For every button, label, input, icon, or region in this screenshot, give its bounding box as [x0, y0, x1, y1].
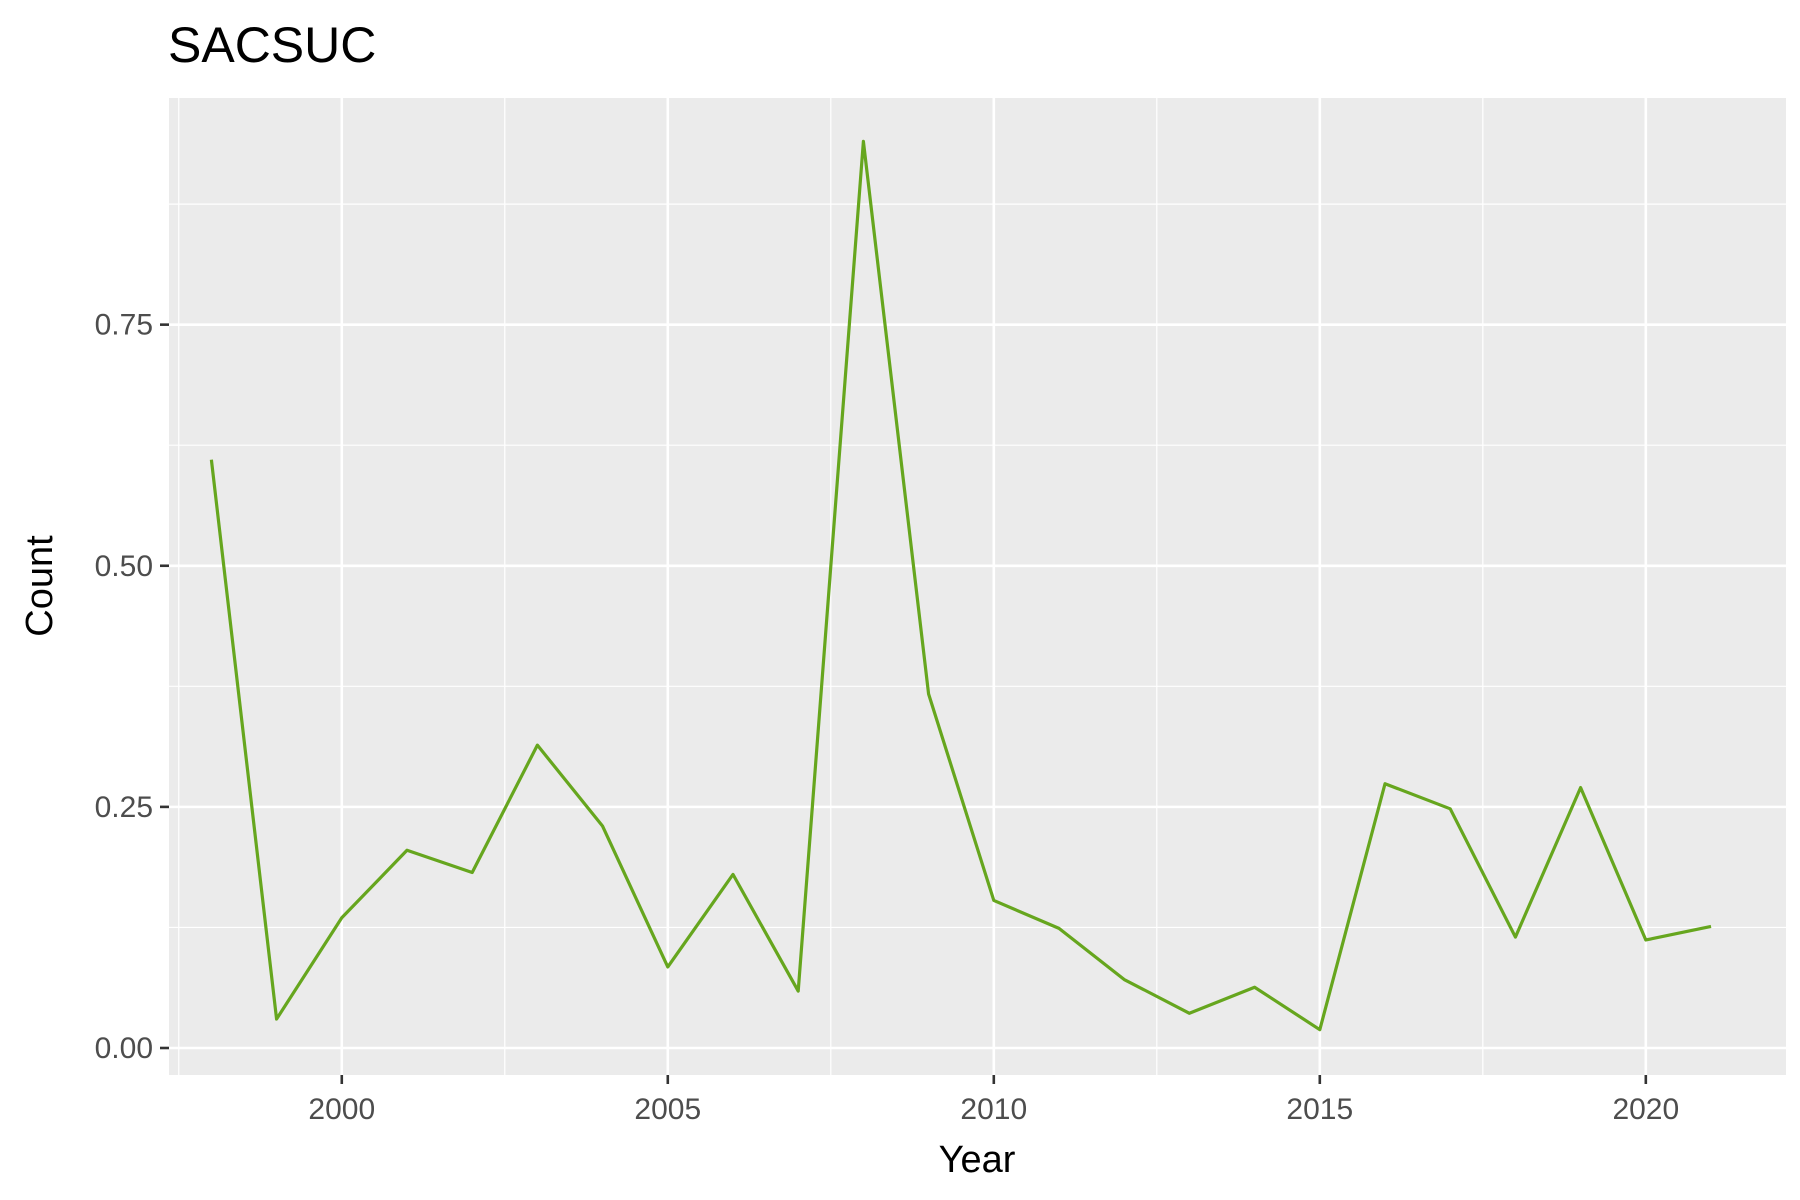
y-axis: 0.00 0.25 0.50 0.75	[95, 309, 169, 1065]
y-tick-label: 0.25	[95, 791, 153, 824]
y-tick-label: 0.75	[95, 309, 153, 342]
x-tick-label: 2005	[634, 1093, 701, 1126]
x-tick-label: 2020	[1612, 1093, 1679, 1126]
chart-title: SACSUC	[168, 17, 376, 73]
x-tick-label: 2010	[960, 1093, 1027, 1126]
x-tick-label: 2015	[1286, 1093, 1353, 1126]
major-gridlines	[169, 98, 1786, 1075]
y-axis-title: Count	[19, 535, 61, 637]
y-tick-label: 0.00	[95, 1032, 153, 1065]
y-tick-label: 0.50	[95, 550, 153, 583]
series-layer	[209, 139, 1712, 1032]
x-axis: 2000 2005 2010 2015 2020	[308, 1075, 1679, 1126]
x-tick-label: 2000	[308, 1093, 375, 1126]
minor-gridlines	[169, 98, 1786, 1075]
x-axis-title: Year	[939, 1139, 1016, 1181]
plot-panel	[169, 98, 1786, 1075]
series-line	[209, 139, 1712, 1032]
